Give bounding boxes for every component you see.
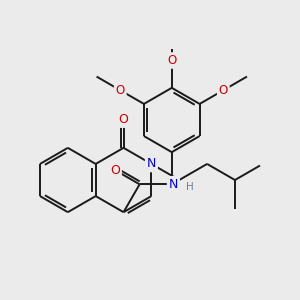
Text: O: O [110, 164, 120, 177]
Text: O: O [116, 84, 125, 97]
Text: N: N [169, 178, 178, 191]
Text: H: H [186, 182, 193, 192]
Text: O: O [118, 113, 128, 126]
Text: O: O [167, 54, 176, 67]
Text: O: O [219, 84, 228, 97]
Text: N: N [147, 158, 156, 170]
